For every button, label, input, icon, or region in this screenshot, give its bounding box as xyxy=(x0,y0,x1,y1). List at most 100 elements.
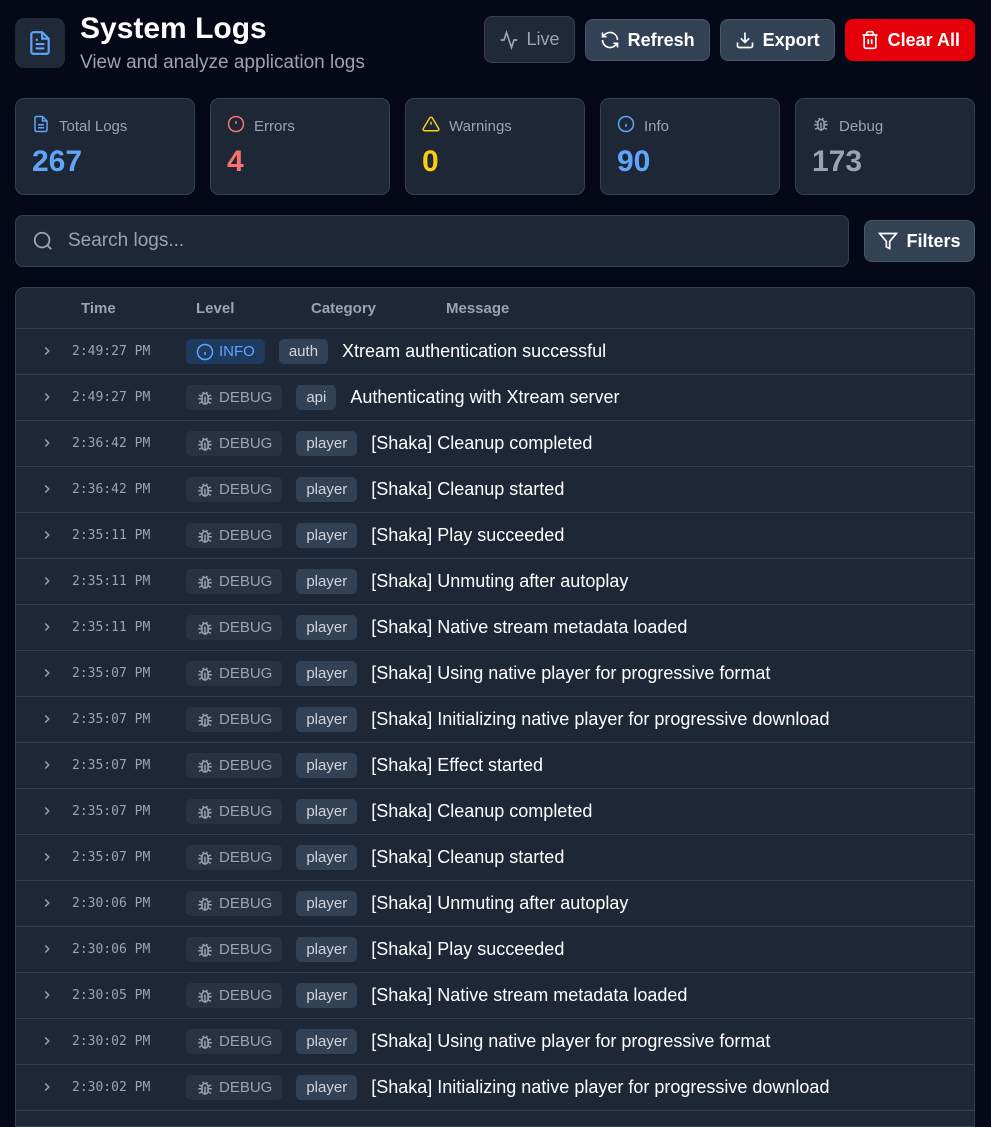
header-level[interactable]: Level xyxy=(196,300,235,317)
level-badge: DEBUG xyxy=(186,891,283,916)
level-label: DEBUG xyxy=(219,665,273,682)
header-category[interactable]: Category xyxy=(311,300,377,317)
refresh-button[interactable]: Refresh xyxy=(584,19,710,61)
level-label: DEBUG xyxy=(219,573,273,590)
bug-icon xyxy=(196,849,214,867)
search-input[interactable] xyxy=(68,230,828,252)
level-badge: DEBUG xyxy=(186,615,283,640)
table-row[interactable]: 2:30:02 PM DEBUG player [Shaka] Initiali… xyxy=(16,1065,974,1111)
chevron-right-icon[interactable] xyxy=(40,1034,54,1048)
level-label: DEBUG xyxy=(219,481,273,498)
chevron-right-icon[interactable] xyxy=(40,804,54,818)
log-message: [Shaka] Using native player for progress… xyxy=(371,1031,771,1051)
table-row[interactable]: 2:35:07 PM DEBUG player [Shaka] Initiali… xyxy=(16,697,974,743)
chevron-right-icon[interactable] xyxy=(40,574,54,588)
header-time[interactable]: Time xyxy=(81,300,116,317)
chevron-right-icon[interactable] xyxy=(40,528,54,542)
table-row[interactable]: 2:35:11 PM DEBUG player [Shaka] Play suc… xyxy=(16,513,974,559)
category-badge: player xyxy=(296,937,358,962)
level-label: DEBUG xyxy=(219,619,273,636)
chevron-right-icon[interactable] xyxy=(40,620,54,634)
stat-label: Total Logs xyxy=(59,117,128,135)
log-time: 2:35:11 PM xyxy=(72,574,151,589)
level-badge: DEBUG xyxy=(186,983,283,1008)
table-row[interactable]: 2:35:07 PM DEBUG player [Shaka] Effect s… xyxy=(16,743,974,789)
log-message: [Shaka] Initializing native player for p… xyxy=(371,709,830,729)
level-label: DEBUG xyxy=(219,1033,273,1050)
table-row[interactable]: 2:35:07 PM DEBUG player [Shaka] Cleanup … xyxy=(16,835,974,881)
table-row[interactable]: 2:36:42 PM DEBUG player [Shaka] Cleanup … xyxy=(16,467,974,513)
clear-all-label: Clear All xyxy=(887,29,960,50)
search-bar[interactable] xyxy=(15,215,849,267)
chevron-right-icon[interactable] xyxy=(40,436,54,450)
log-time: 2:36:42 PM xyxy=(72,482,151,497)
log-message: [Shaka] Effect started xyxy=(371,755,543,775)
live-button[interactable]: Live xyxy=(483,16,575,63)
table-row[interactable]: 2:35:11 PM DEBUG player [Shaka] Native s… xyxy=(16,605,974,651)
table-row[interactable]: 2:30:02 PM DEBUG player [Shaka] Using na… xyxy=(16,1019,974,1065)
export-button[interactable]: Export xyxy=(719,19,835,61)
category-badge: auth xyxy=(278,339,329,364)
bug-icon xyxy=(196,527,214,545)
table-row[interactable]: 2:35:07 PM DEBUG player [Shaka] Cleanup … xyxy=(16,789,974,835)
log-time: 2:30:05 PM xyxy=(72,988,151,1003)
table-row[interactable]: 2:30:05 PM DEBUG player [Shaka] Native s… xyxy=(16,973,974,1019)
level-label: DEBUG xyxy=(219,389,273,406)
chevron-right-icon[interactable] xyxy=(40,988,54,1002)
log-time: 2:35:07 PM xyxy=(72,666,151,681)
chevron-right-icon[interactable] xyxy=(40,390,54,404)
log-time: 2:35:07 PM xyxy=(72,758,151,773)
chevron-right-icon[interactable] xyxy=(40,896,54,910)
level-label: DEBUG xyxy=(219,757,273,774)
download-icon xyxy=(736,32,753,49)
table-row[interactable]: 2:30:06 PM DEBUG player [Shaka] Play suc… xyxy=(16,927,974,973)
level-label: DEBUG xyxy=(219,711,273,728)
clear-all-button[interactable]: Clear All xyxy=(844,19,975,61)
level-label: DEBUG xyxy=(219,435,273,452)
chevron-right-icon[interactable] xyxy=(40,712,54,726)
bug-icon xyxy=(196,987,214,1005)
info-icon xyxy=(196,343,214,361)
category-badge: player xyxy=(296,707,358,732)
category-badge: api xyxy=(296,385,337,410)
chevron-right-icon[interactable] xyxy=(40,482,54,496)
alert-triangle-icon xyxy=(422,115,440,137)
log-time: 2:49:27 PM xyxy=(72,390,151,405)
table-row[interactable]: 2:49:27 PM INFO auth Xtream authenticati… xyxy=(16,329,974,375)
log-message: [Shaka] Play succeeded xyxy=(371,939,565,959)
stat-value: 4 xyxy=(227,145,244,178)
bug-icon xyxy=(196,665,214,683)
log-message: Authenticating with Xtream server xyxy=(350,387,620,407)
log-time: 2:35:11 PM xyxy=(72,620,151,635)
log-time: 2:30:02 PM xyxy=(72,1080,151,1095)
chevron-right-icon[interactable] xyxy=(40,666,54,680)
stat-label: Errors xyxy=(254,117,295,135)
page-subtitle: View and analyze application logs xyxy=(80,52,365,73)
header-message[interactable]: Message xyxy=(446,300,510,317)
bug-icon xyxy=(196,1079,214,1097)
log-time: 2:30:06 PM xyxy=(72,942,151,957)
table-row[interactable]: 2:30:06 PM DEBUG player [Shaka] Unmuting… xyxy=(16,881,974,927)
chevron-right-icon[interactable] xyxy=(40,344,54,358)
level-badge: INFO xyxy=(186,339,265,364)
chevron-right-icon[interactable] xyxy=(40,850,54,864)
filters-button[interactable]: Filters xyxy=(864,220,975,262)
stat-card-errors: Errors 4 xyxy=(210,98,390,195)
log-time: 2:35:07 PM xyxy=(72,850,151,865)
category-badge: player xyxy=(296,523,358,548)
level-label: DEBUG xyxy=(219,941,273,958)
stat-value: 173 xyxy=(812,145,863,178)
table-row[interactable]: 2:36:42 PM DEBUG player [Shaka] Cleanup … xyxy=(16,421,974,467)
category-badge: player xyxy=(296,431,358,456)
page-title: System Logs xyxy=(80,12,267,45)
chevron-right-icon[interactable] xyxy=(40,758,54,772)
table-row[interactable]: 2:49:27 PM DEBUG api Authenticating with… xyxy=(16,375,974,421)
log-time: 2:49:27 PM xyxy=(72,344,151,359)
table-row[interactable]: 2:35:07 PM DEBUG player [Shaka] Using na… xyxy=(16,651,974,697)
chevron-right-icon[interactable] xyxy=(40,1080,54,1094)
level-badge: DEBUG xyxy=(186,845,283,870)
table-row[interactable]: 2:35:11 PM DEBUG player [Shaka] Unmuting… xyxy=(16,559,974,605)
chevron-right-icon[interactable] xyxy=(40,942,54,956)
log-message: Xtream authentication successful xyxy=(342,341,607,361)
log-time: 2:30:02 PM xyxy=(72,1034,151,1049)
